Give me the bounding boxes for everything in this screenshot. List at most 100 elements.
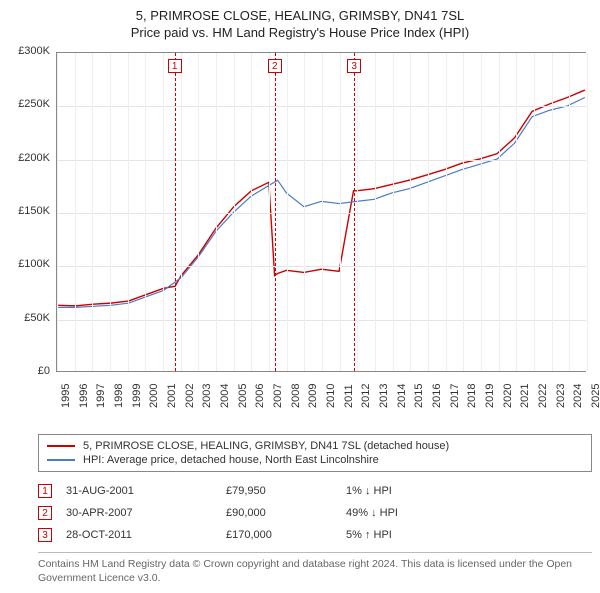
title-subtitle: Price paid vs. HM Land Registry's House …	[8, 25, 592, 40]
x-axis-label: 2025	[590, 384, 600, 408]
gridline-v	[375, 53, 376, 371]
gridline-v	[75, 53, 76, 371]
x-axis-label: 2009	[307, 384, 319, 408]
legend-label: HPI: Average price, detached house, Nort…	[83, 454, 379, 466]
sale-date: 31-AUG-2001	[66, 485, 226, 497]
x-axis-label: 2012	[360, 384, 372, 408]
x-axis-label: 2007	[272, 384, 284, 408]
x-axis-label: 1995	[60, 384, 72, 408]
sale-price: £170,000	[226, 529, 346, 541]
legend-label: 5, PRIMROSE CLOSE, HEALING, GRIMSBY, DN4…	[83, 440, 449, 452]
gridline-v	[410, 53, 411, 371]
x-axis-label: 2024	[572, 384, 584, 408]
x-axis-label: 2015	[413, 384, 425, 408]
gridline-v	[181, 53, 182, 371]
sale-price: £79,950	[226, 485, 346, 497]
gridline-v	[269, 53, 270, 371]
x-axis-label: 1999	[131, 384, 143, 408]
x-axis-label: 1998	[113, 384, 125, 408]
gridline-v	[587, 53, 588, 371]
sale-marker-line	[275, 53, 276, 371]
legend-swatch	[47, 459, 75, 461]
sale-row-marker: 1	[38, 484, 52, 498]
sale-marker-line	[175, 53, 176, 371]
gridline-v	[110, 53, 111, 371]
sale-row: 3 28-OCT-2011£170,0005% ↑ HPI	[38, 524, 592, 546]
x-axis-label: 2021	[519, 384, 531, 408]
gridline-v	[304, 53, 305, 371]
gridline-v	[569, 53, 570, 371]
sales-table: 1 31-AUG-2001£79,9501% ↓ HPI 2 30-APR-2007£…	[38, 480, 592, 546]
gridline-v	[287, 53, 288, 371]
sale-price: £90,000	[226, 507, 346, 519]
x-axis-label: 2001	[166, 384, 178, 408]
sale-date: 28-OCT-2011	[66, 529, 226, 541]
gridline-v	[57, 53, 58, 371]
x-axis-label: 2017	[449, 384, 461, 408]
gridline-v	[128, 53, 129, 371]
x-axis-label: 2013	[378, 384, 390, 408]
sale-marker-box: 2	[268, 59, 282, 73]
legend: 5, PRIMROSE CLOSE, HEALING, GRIMSBY, DN4…	[38, 434, 592, 472]
gridline-v	[234, 53, 235, 371]
x-axis-label: 2004	[219, 384, 231, 408]
gridline-v	[428, 53, 429, 371]
gridline-v	[145, 53, 146, 371]
title-block: 5, PRIMROSE CLOSE, HEALING, GRIMSBY, DN4…	[8, 8, 592, 40]
x-axis-label: 1997	[95, 384, 107, 408]
gridline-v	[163, 53, 164, 371]
x-axis-label: 1996	[78, 384, 90, 408]
gridline-v	[198, 53, 199, 371]
x-axis-label: 2016	[431, 384, 443, 408]
gridline-v	[340, 53, 341, 371]
y-axis-label: £50K	[8, 312, 50, 324]
x-axis-label: 2019	[484, 384, 496, 408]
sale-delta: 5% ↑ HPI	[346, 529, 466, 541]
gridline-v	[463, 53, 464, 371]
gridline-v	[516, 53, 517, 371]
sale-delta: 49% ↓ HPI	[346, 507, 466, 519]
y-axis-label: £300K	[8, 45, 50, 57]
x-axis-label: 2011	[343, 384, 355, 408]
gridline-v	[534, 53, 535, 371]
y-axis-label: £200K	[8, 152, 50, 164]
x-axis-label: 2006	[254, 384, 266, 408]
gridline-v	[446, 53, 447, 371]
sale-marker-line	[354, 53, 355, 371]
sale-delta: 1% ↓ HPI	[346, 485, 466, 497]
y-axis-label: £150K	[8, 205, 50, 217]
gridline-v	[357, 53, 358, 371]
gridline-v	[216, 53, 217, 371]
gridline-v	[92, 53, 93, 371]
x-axis-label: 2023	[555, 384, 567, 408]
sale-date: 30-APR-2007	[66, 507, 226, 519]
x-axis-label: 2000	[148, 384, 160, 408]
y-axis-label: £0	[8, 365, 50, 377]
legend-row: 5, PRIMROSE CLOSE, HEALING, GRIMSBY, DN4…	[47, 439, 583, 453]
sale-row: 1 31-AUG-2001£79,9501% ↓ HPI	[38, 480, 592, 502]
x-axis-label: 2010	[325, 384, 337, 408]
y-axis-label: £100K	[8, 258, 50, 270]
x-axis-label: 2014	[396, 384, 408, 408]
title-address: 5, PRIMROSE CLOSE, HEALING, GRIMSBY, DN4…	[8, 8, 592, 23]
x-axis-label: 2022	[537, 384, 549, 408]
sale-row-marker: 3	[38, 528, 52, 542]
y-axis-label: £250K	[8, 98, 50, 110]
footer-note: Contains HM Land Registry data © Crown c…	[38, 552, 592, 585]
sale-row: 2 30-APR-2007£90,00049% ↓ HPI	[38, 502, 592, 524]
sale-marker-box: 1	[168, 59, 182, 73]
plot-area: 1 2 3	[56, 52, 586, 372]
legend-row: HPI: Average price, detached house, Nort…	[47, 453, 583, 467]
gridline-v	[552, 53, 553, 371]
sale-row-marker: 2	[38, 506, 52, 520]
gridline-v	[251, 53, 252, 371]
x-axis-label: 2018	[466, 384, 478, 408]
gridline-v	[481, 53, 482, 371]
x-axis-label: 2002	[184, 384, 196, 408]
chart: 1 2 3 £0 £50K £100K £150K £200K £250K £300K 1995 1…	[8, 48, 592, 428]
x-axis-label: 2005	[237, 384, 249, 408]
gridline-v	[393, 53, 394, 371]
gridline-v	[322, 53, 323, 371]
legend-swatch	[47, 445, 75, 447]
sale-marker-box: 3	[347, 59, 361, 73]
